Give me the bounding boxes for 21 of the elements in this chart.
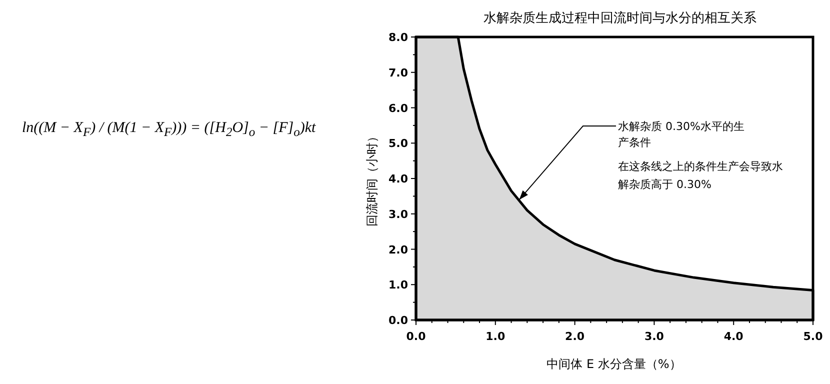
y-tick-label: 0.0 <box>388 314 408 327</box>
x-tick-label: 1.0 <box>486 330 506 343</box>
y-tick-label: 5.0 <box>388 137 408 150</box>
x-axis-title: 中间体 E 水分含量（%） <box>546 357 682 371</box>
y-tick-label: 1.0 <box>388 278 408 292</box>
y-axis-title: 回流时间（小时） <box>365 130 379 226</box>
annotation: 在这条线之上的条件生产会导致水解杂质高于 0.30% <box>618 160 783 191</box>
x-tick-label: 3.0 <box>644 330 664 343</box>
y-tick-label: 7.0 <box>388 66 408 80</box>
x-tick-label: 4.0 <box>724 330 744 343</box>
y-tick-label: 3.0 <box>388 208 408 221</box>
annotation: 水解杂质 0.30%水平的生产条件 <box>618 120 744 149</box>
x-tick-label: 0.0 <box>406 330 426 343</box>
chart-title: 水解杂质生成过程中回流时间与水分的相互关系 <box>484 10 756 26</box>
x-tick-label: 5.0 <box>803 330 824 343</box>
y-tick-label: 6.0 <box>388 102 408 115</box>
y-tick-label: 8.0 <box>388 31 408 44</box>
x-tick-label: 2.0 <box>565 330 585 343</box>
y-tick-label: 4.0 <box>388 172 408 186</box>
text: ln((M − X$_{F}$) / (M(1 − X$_{F}$))) = ([H$_{2}$O]$_{o}$ − [F]$_{o}$)kt <box>22 120 316 139</box>
y-tick-label: 2.0 <box>388 243 408 256</box>
